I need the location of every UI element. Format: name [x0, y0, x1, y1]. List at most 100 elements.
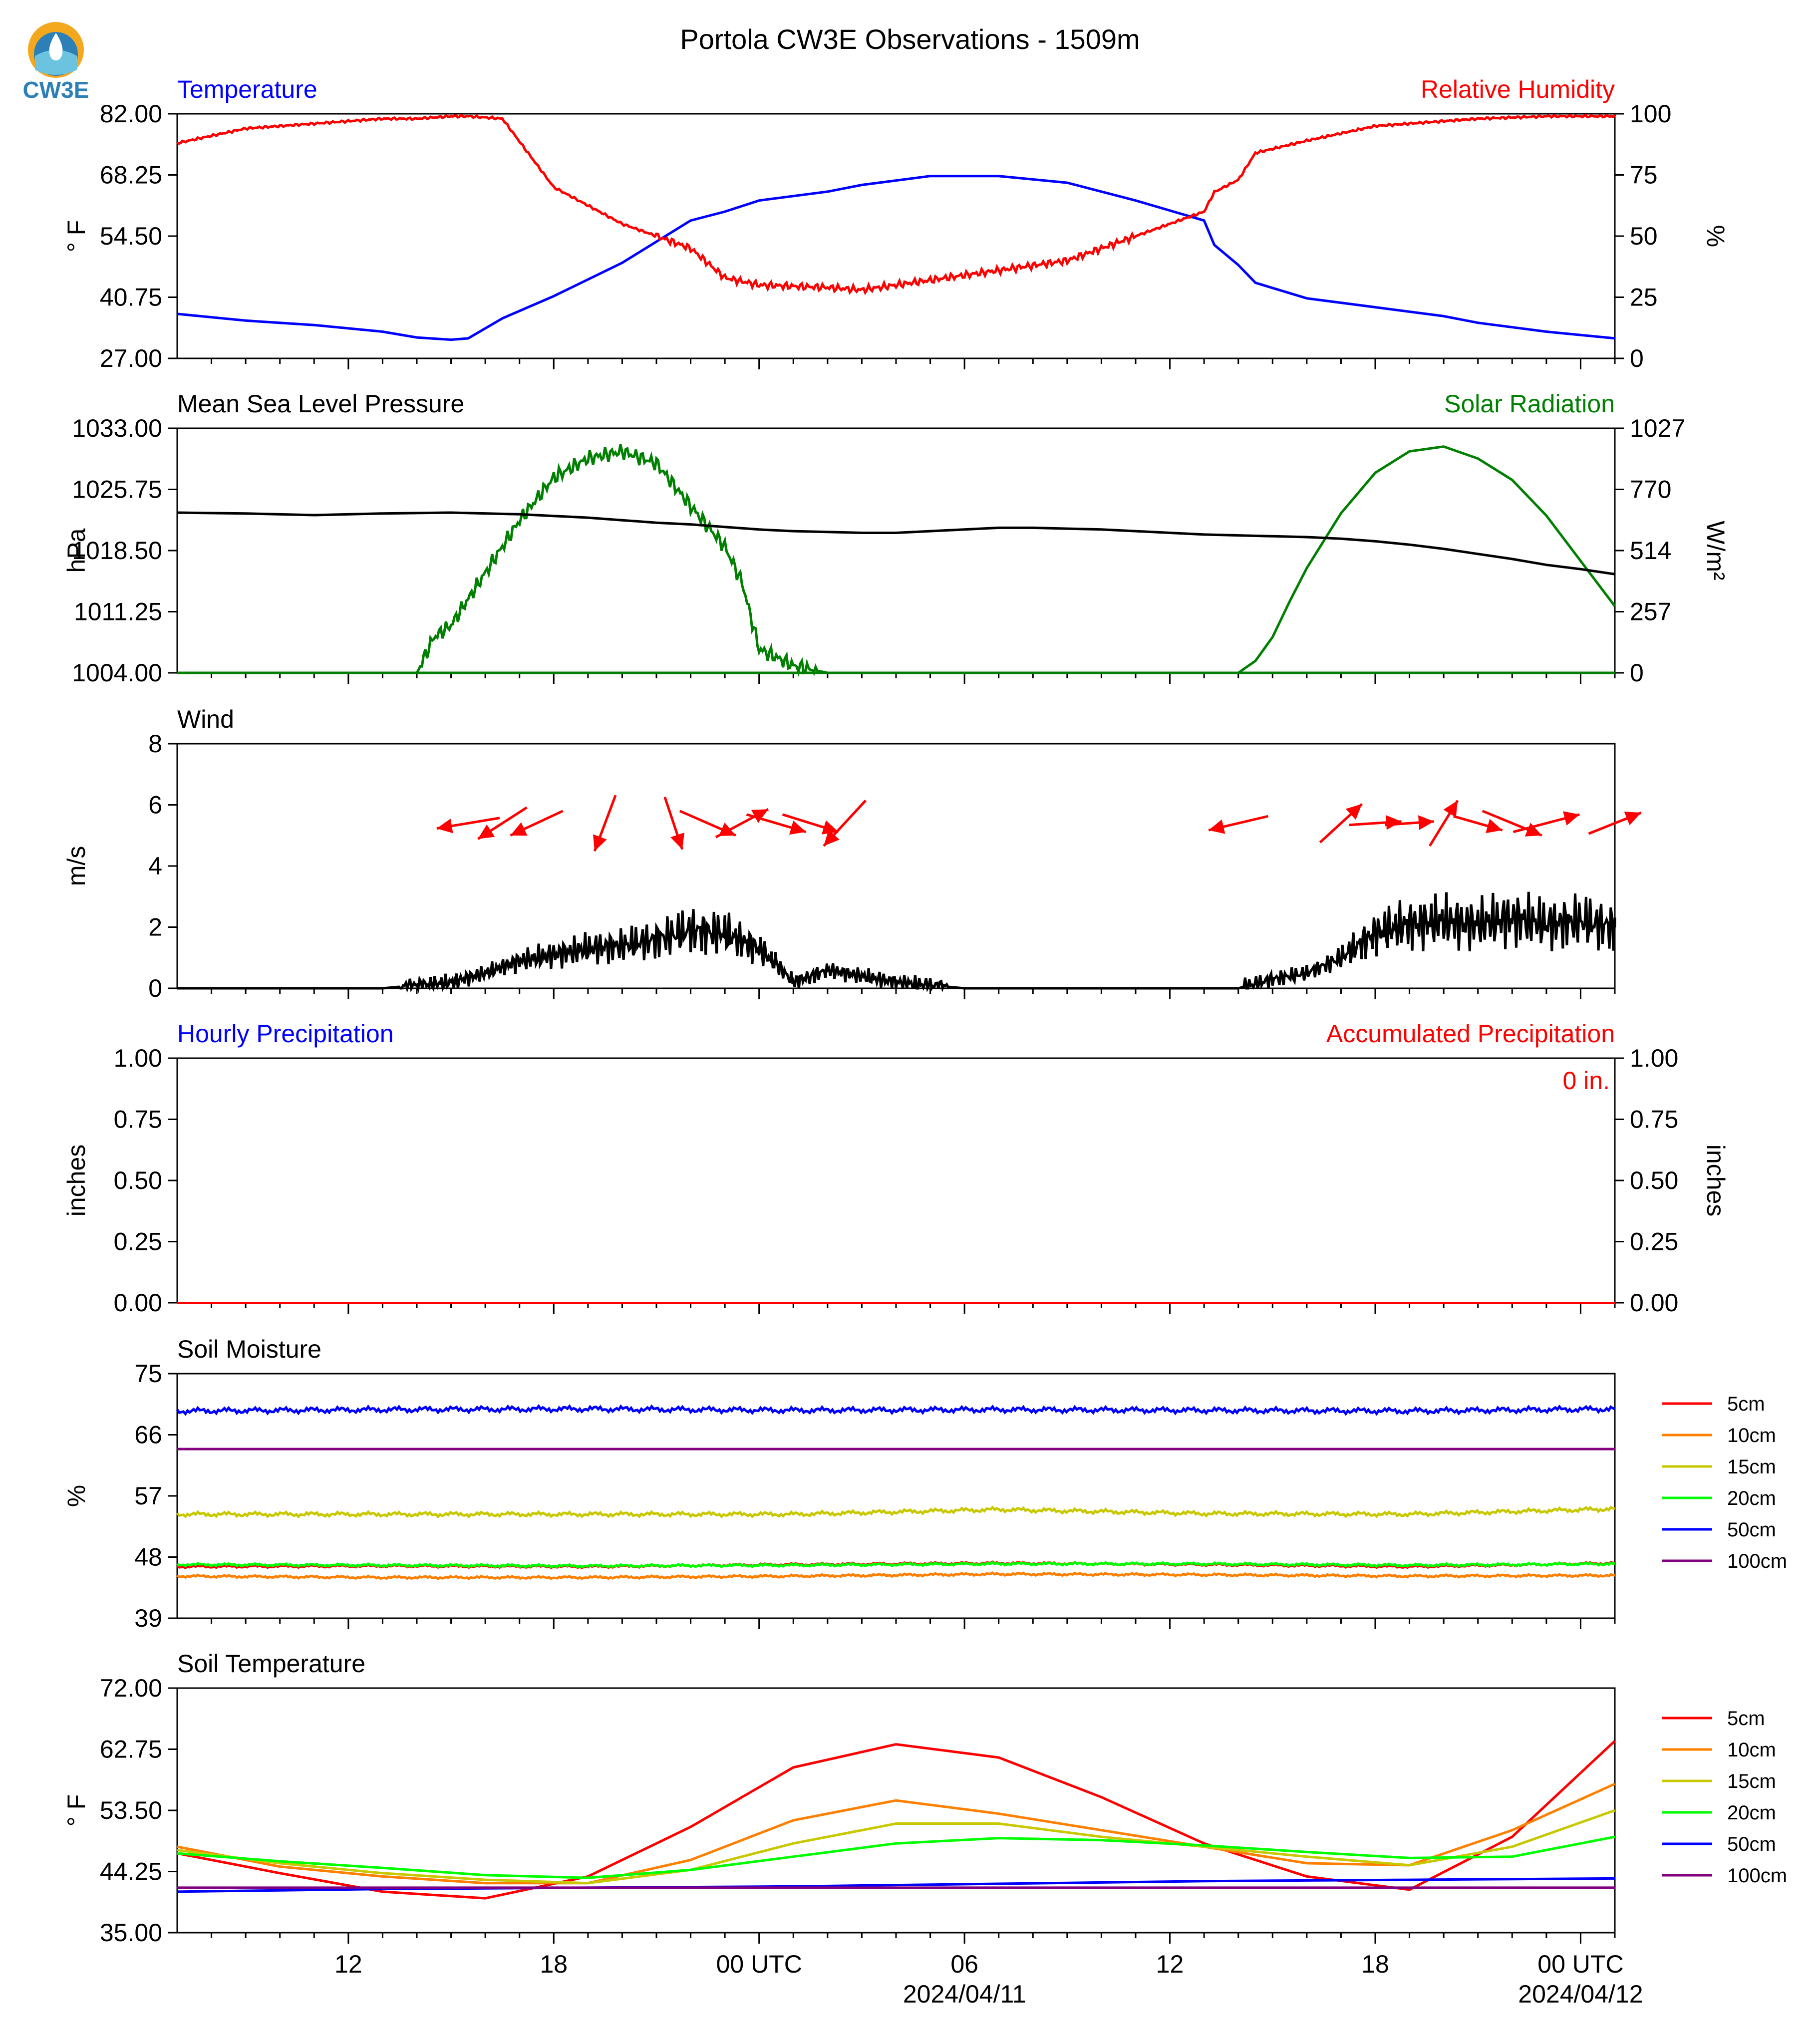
- soil-series-line-15cm: [177, 1809, 1615, 1885]
- wind-arrow-head: [1443, 800, 1458, 818]
- y-tick-label: 100: [1630, 100, 1671, 128]
- y-tick-label: 1033.00: [72, 414, 162, 442]
- y-tick-label: 75: [1630, 161, 1658, 189]
- legend-label: 10cm: [1727, 1425, 1776, 1447]
- legend-label: 50cm: [1727, 1519, 1776, 1541]
- x-tick-label: 18: [540, 1950, 568, 1978]
- y-tick-label: 25: [1630, 284, 1658, 311]
- y-axis-label: hPa: [62, 528, 90, 573]
- soil-series-line-50cm: [176, 1404, 1615, 1416]
- solar-radiation-line-day2: [1237, 445, 1616, 674]
- cw3e-logo: CW3E: [23, 22, 89, 103]
- pressure-line: [177, 511, 1615, 576]
- x-tick-label: 00 UTC: [1537, 1950, 1623, 1978]
- panel-title-left: Soil Temperature: [177, 1650, 365, 1678]
- x-tick-label: 06: [950, 1950, 978, 1978]
- x-date-label: 2024/04/11: [903, 1980, 1026, 2008]
- wind-arrow-head: [1418, 815, 1434, 830]
- y-tick-label: 1018.50: [72, 537, 162, 565]
- wind-arrow: [1482, 810, 1542, 837]
- y-axis-label: %: [1702, 225, 1730, 247]
- panel-title-left: Hourly Precipitation: [177, 1020, 394, 1048]
- wind-arrow-head: [1209, 819, 1225, 834]
- y-tick-label: 514: [1630, 537, 1671, 565]
- y-tick-label: 57: [134, 1482, 162, 1510]
- figure-title: Portola CW3E Observations - 1509m: [680, 23, 1140, 55]
- y-tick-label: 4: [148, 852, 162, 880]
- x-tick-label: 18: [1361, 1950, 1389, 1978]
- x-tick-label: 00 UTC: [716, 1950, 802, 1978]
- wind-arrow-head: [751, 809, 768, 823]
- legend-label: 50cm: [1727, 1833, 1776, 1855]
- y-axis-label: inches: [1702, 1145, 1730, 1217]
- wind-arrow-head: [670, 833, 685, 850]
- wind-arrow-head: [436, 819, 453, 834]
- y-tick-label: 40.75: [100, 284, 162, 311]
- legend-label: 15cm: [1727, 1770, 1776, 1792]
- y-tick-label: 0: [1630, 659, 1644, 687]
- y-axis-label: inches: [62, 1145, 90, 1217]
- legend-label: 5cm: [1727, 1393, 1765, 1415]
- wind-arrow: [593, 795, 617, 852]
- wind-arrow: [1588, 811, 1642, 835]
- wind-arrow: [477, 806, 528, 840]
- wind-arrow: [746, 813, 807, 835]
- soil-series-line-10cm: [177, 1782, 1616, 1885]
- wind-arrow: [1319, 803, 1363, 844]
- y-tick-label: 0: [148, 974, 162, 1002]
- y-tick-label: 0.75: [114, 1106, 162, 1134]
- wind-arrow: [823, 800, 867, 847]
- legend-label: 100cm: [1727, 1550, 1787, 1572]
- panel-title-left: Soil Moisture: [177, 1335, 321, 1363]
- wind-arrow: [782, 813, 839, 835]
- wind-arrow: [1208, 815, 1268, 834]
- wind-arrow-head: [593, 834, 607, 852]
- legend-label: 100cm: [1727, 1865, 1787, 1887]
- logo-text: CW3E: [23, 77, 89, 103]
- wind-arrow-head: [478, 824, 495, 839]
- wind-arrow: [510, 810, 564, 837]
- wind-arrow-head: [789, 820, 806, 835]
- wind-speed-line: [177, 891, 1616, 993]
- legend-label: 10cm: [1727, 1739, 1776, 1761]
- legend-label: 5cm: [1727, 1708, 1765, 1730]
- y-tick-label: 66: [134, 1421, 162, 1449]
- y-tick-label: 50: [1630, 222, 1658, 250]
- y-axis-label: %: [62, 1485, 90, 1507]
- panel-title-right: Solar Radiation: [1444, 390, 1615, 418]
- y-tick-label: 54.50: [100, 222, 162, 250]
- soil-series-line-10cm: [176, 1571, 1615, 1580]
- y-tick-label: 1025.75: [72, 476, 162, 504]
- y-tick-label: 27.00: [100, 344, 162, 372]
- panel-title-left: Wind: [177, 705, 234, 733]
- y-tick-label: 0.50: [1630, 1166, 1678, 1194]
- solar-radiation-line-day1: [415, 444, 838, 677]
- y-tick-label: 770: [1630, 476, 1671, 504]
- x-tick-label: 12: [334, 1950, 362, 1978]
- y-tick-label: 2: [148, 913, 162, 941]
- wind-arrow: [1429, 800, 1459, 847]
- x-tick-label: 12: [1156, 1950, 1184, 1978]
- wind-arrow-head: [1486, 819, 1503, 834]
- y-tick-label: 6: [148, 791, 162, 819]
- y-tick-label: 0.25: [1630, 1228, 1678, 1256]
- accumulated-precip-annotation: 0 in.: [1562, 1067, 1610, 1095]
- wind-arrow: [1385, 815, 1434, 830]
- wind-arrow-head: [510, 822, 528, 836]
- y-tick-label: 53.50: [100, 1796, 162, 1824]
- wind-arrow: [1513, 811, 1580, 834]
- y-tick-label: 39: [134, 1604, 162, 1632]
- wind-arrow-head: [1563, 811, 1580, 826]
- wind-arrow: [1349, 815, 1402, 830]
- wind-arrow: [663, 796, 685, 850]
- y-tick-label: 1.00: [114, 1044, 162, 1072]
- panel-title-left: Temperature: [177, 75, 317, 103]
- y-axis-label: ° F: [62, 220, 90, 252]
- panel-title-right: Accumulated Precipitation: [1326, 1020, 1615, 1048]
- wind-arrow: [715, 808, 769, 839]
- x-date-label: 2024/04/12: [1518, 1980, 1643, 2008]
- soil-series-line-15cm: [176, 1505, 1615, 1519]
- panel-title-right: Relative Humidity: [1421, 75, 1615, 103]
- y-tick-label: 0.25: [114, 1228, 162, 1256]
